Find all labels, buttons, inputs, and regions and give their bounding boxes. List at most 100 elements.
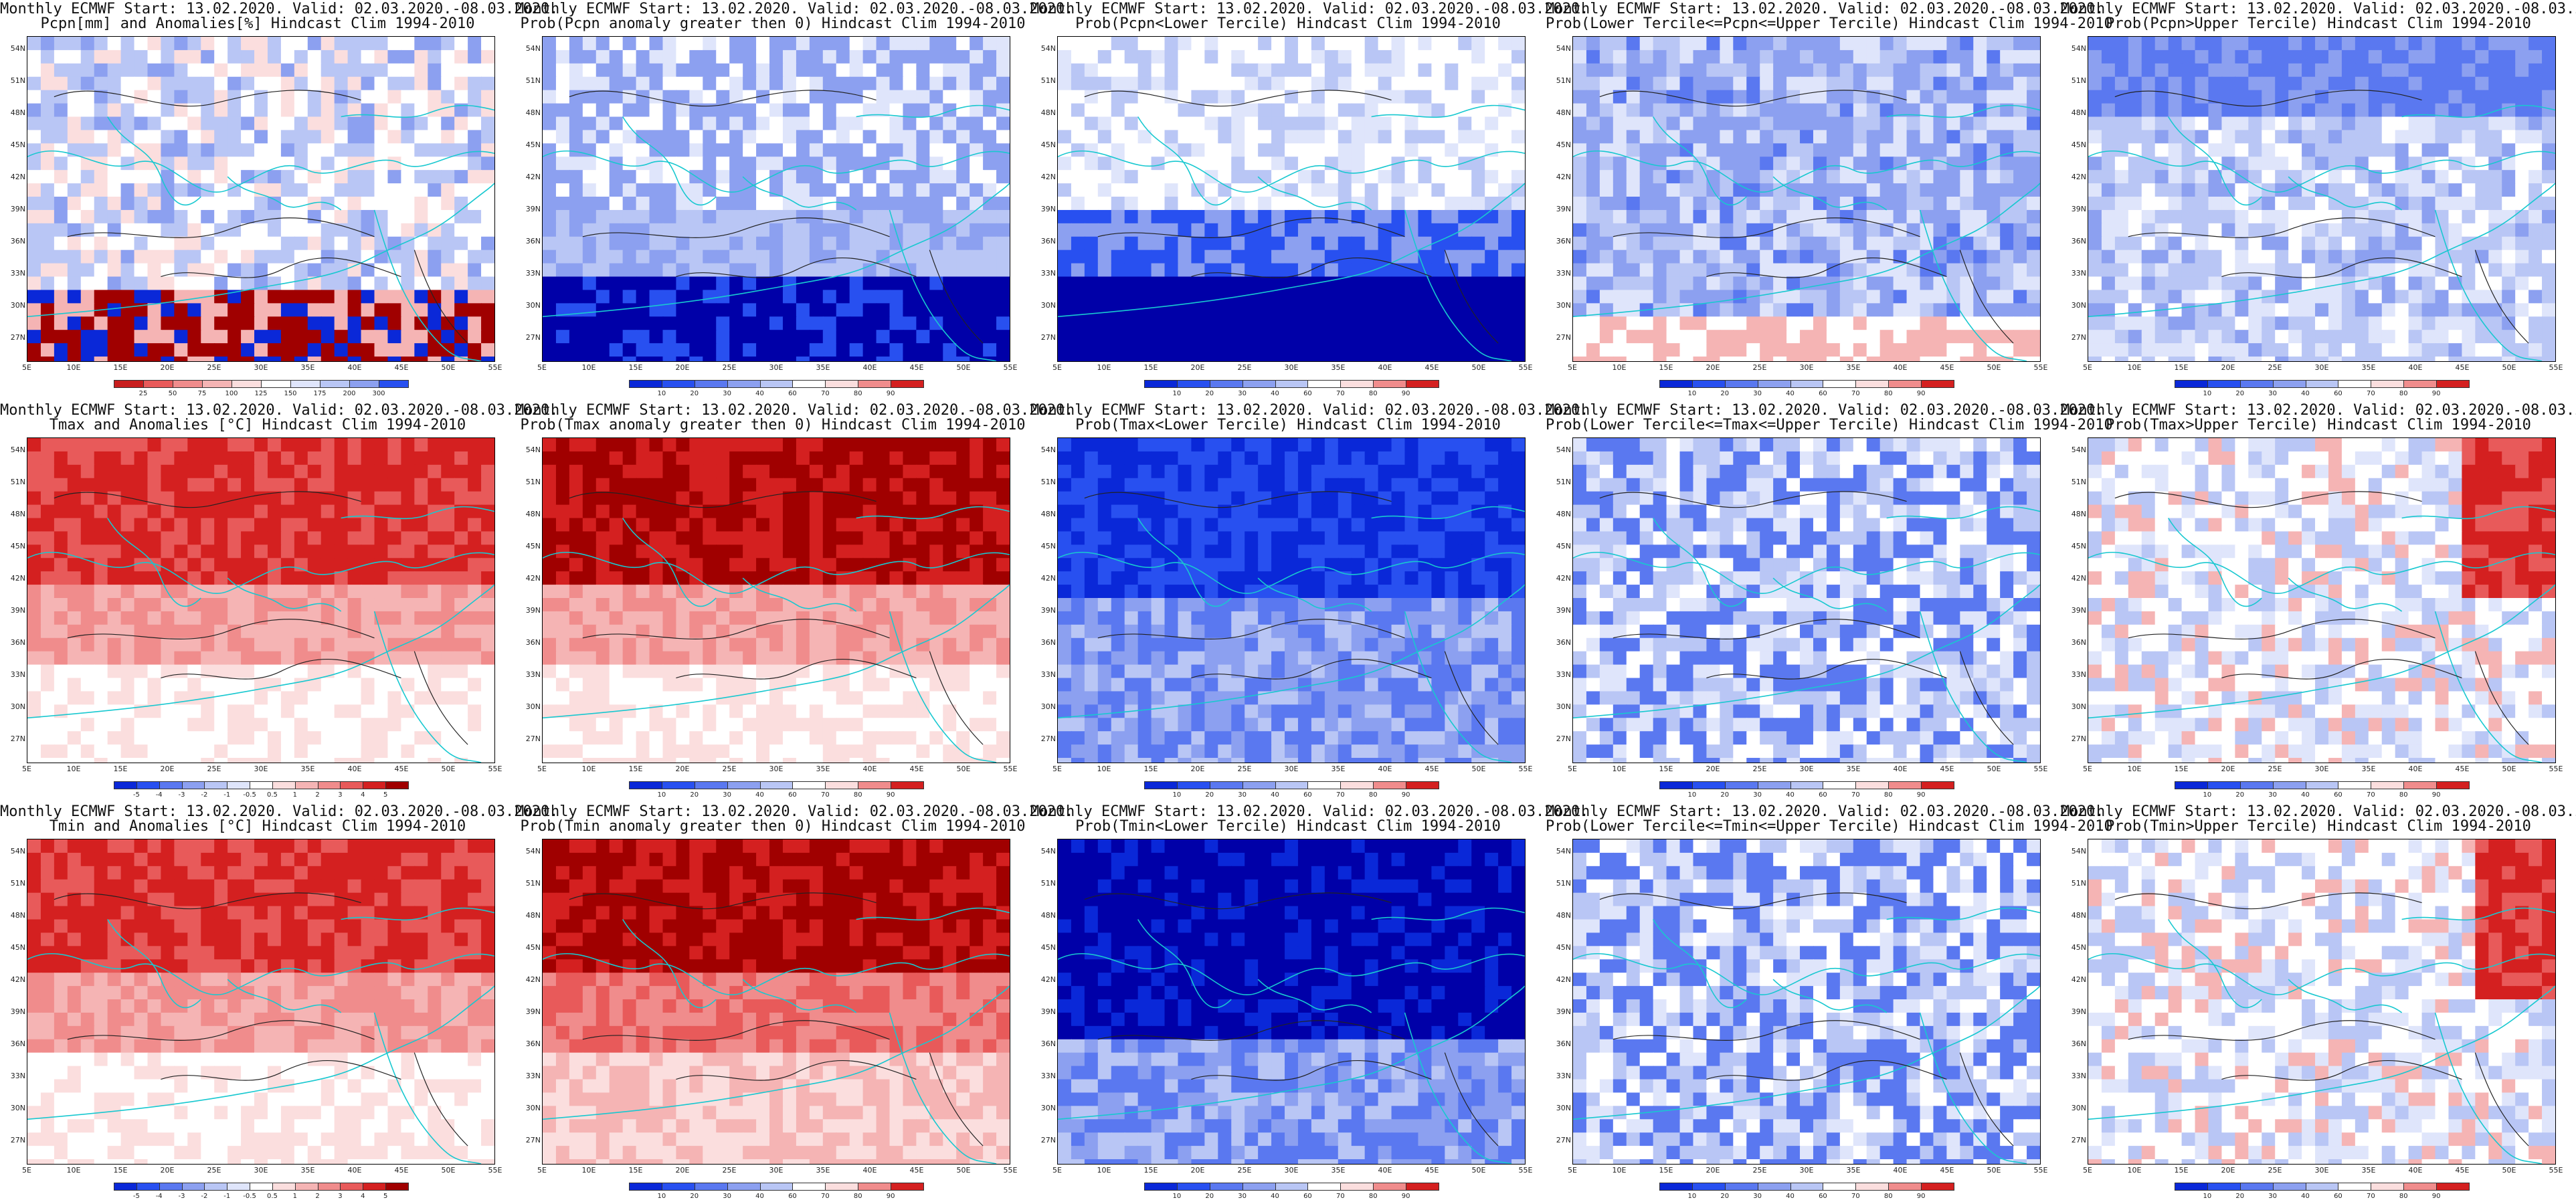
- map-cell: [649, 357, 664, 361]
- map-cell: [1653, 197, 1667, 211]
- map-cell: [2355, 49, 2369, 64]
- map-cell: [1084, 103, 1099, 118]
- map-cell: [916, 316, 931, 331]
- map-cell: [2262, 263, 2276, 278]
- map-cell: [454, 170, 469, 185]
- map-cell: [1720, 276, 1734, 291]
- map-cell: [147, 357, 162, 361]
- map-cell: [294, 290, 308, 304]
- map-cell: [1987, 316, 2001, 331]
- map-cell: [254, 357, 268, 361]
- map-cell: [361, 249, 375, 264]
- map-cell: [1906, 170, 1921, 185]
- map-cell: [2542, 290, 2555, 304]
- map-cell: [134, 49, 149, 64]
- map-cell: [822, 276, 837, 291]
- lon-label: 20E: [1190, 363, 1205, 372]
- map-cell: [1485, 276, 1499, 291]
- map-cell: [361, 143, 375, 158]
- map-cell: [849, 249, 864, 264]
- map-cell: [374, 464, 389, 479]
- map-cell: [54, 357, 68, 361]
- map-cell: [120, 170, 135, 185]
- map-cell: [161, 303, 175, 318]
- map-cell: [1786, 330, 1801, 344]
- coastline-0: [1058, 150, 1525, 193]
- map-cell: [320, 63, 335, 78]
- map-cell: [1626, 223, 1641, 237]
- map-cell: [1137, 63, 1152, 78]
- map-cell: [676, 197, 691, 211]
- map-cell: [1693, 90, 1708, 104]
- contour-line-1: [1097, 217, 1405, 238]
- map-cell: [1431, 223, 1446, 237]
- map-cell: [1418, 37, 1433, 51]
- map-cell: [334, 330, 349, 344]
- map-cell: [120, 223, 135, 237]
- map-cell: [1679, 76, 1694, 91]
- map-cell: [1204, 209, 1219, 224]
- map-cell: [609, 197, 624, 211]
- map-cell: [1164, 330, 1179, 344]
- map-cell: [267, 343, 282, 358]
- map-cell: [1084, 316, 1099, 331]
- map-cell: [716, 263, 731, 278]
- map-cell: [1311, 290, 1325, 304]
- map-cell: [2208, 197, 2223, 211]
- map-cell: [636, 343, 650, 358]
- map-cell: [716, 343, 731, 358]
- map-cell: [2235, 116, 2249, 131]
- map-cell: [649, 249, 664, 264]
- map-cell: [1191, 209, 1206, 224]
- map-cell: [1626, 90, 1641, 104]
- map-cell: [54, 116, 68, 131]
- map-cell: [782, 116, 797, 131]
- map-cell: [267, 357, 282, 361]
- coastline-2: [1257, 176, 1372, 211]
- map-cell: [1573, 223, 1587, 237]
- map-cell: [1137, 90, 1152, 104]
- map-cell: [2542, 236, 2555, 251]
- map-cell: [1204, 143, 1219, 158]
- map-cell: [1191, 343, 1206, 358]
- map-cell: [1058, 157, 1072, 171]
- map-cell: [582, 170, 597, 185]
- map-cell: [1498, 76, 1513, 91]
- map-cell: [943, 90, 957, 104]
- map-cell: [2502, 76, 2516, 91]
- map-cell: [1124, 116, 1139, 131]
- map-cell: [2341, 290, 2356, 304]
- map-cell: [903, 303, 917, 318]
- map-cell: [782, 276, 797, 291]
- map-cell: [454, 103, 469, 118]
- map-cell: [769, 197, 784, 211]
- map-cell: [1746, 183, 1761, 198]
- map-cell: [822, 130, 837, 144]
- map-cell: [2262, 209, 2276, 224]
- map-cell: [2101, 76, 2116, 91]
- map-cell: [1920, 263, 1934, 278]
- map-cell: [1245, 37, 1259, 51]
- map-cell: [970, 249, 984, 264]
- map-cell: [1511, 63, 1525, 78]
- map-cell: [320, 37, 335, 51]
- map-cell: [1826, 157, 1841, 171]
- map-cell: [1800, 263, 1814, 278]
- map-cell: [916, 157, 931, 171]
- map-cell: [929, 157, 944, 171]
- map-cell: [622, 357, 637, 361]
- lat-label: 33N: [2071, 269, 2086, 278]
- map-cell: [241, 544, 256, 559]
- map-cell: [2128, 103, 2142, 118]
- map-cell: [1613, 183, 1627, 198]
- coastline-2: [227, 176, 342, 211]
- map-cell: [1706, 236, 1721, 251]
- map-cell: [1137, 343, 1152, 358]
- map-cell: [2421, 63, 2436, 78]
- map-cell: [1733, 249, 1748, 264]
- map-cell: [1987, 183, 2001, 198]
- map-cell: [2027, 263, 2040, 278]
- map-cell: [2262, 183, 2276, 198]
- map-cell: [1706, 49, 1721, 64]
- map-cell: [2502, 330, 2516, 344]
